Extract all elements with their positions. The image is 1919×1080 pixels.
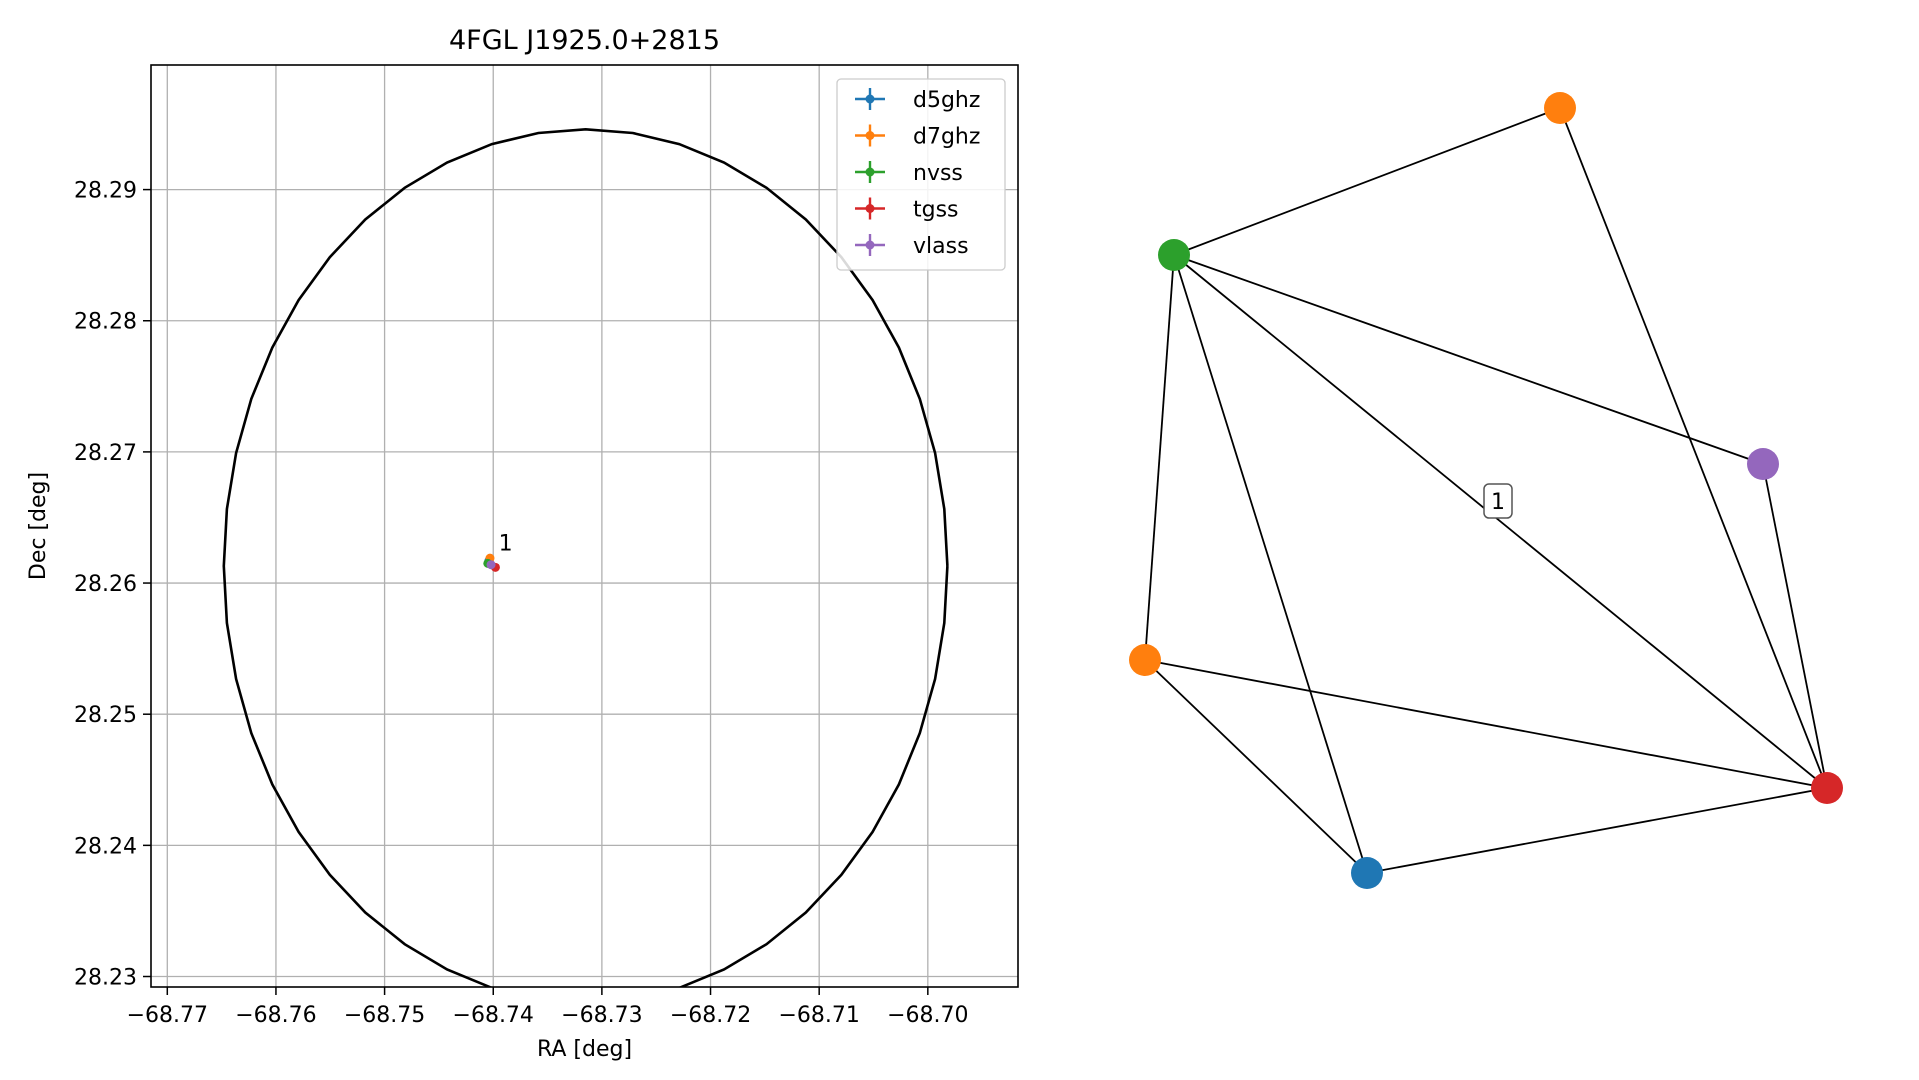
point-vlass — [486, 560, 496, 570]
legend-label: vlass — [913, 234, 969, 259]
graph-nodes — [1129, 92, 1843, 889]
y-ticks: 28.23 28.24 28.25 28.26 28.27 28.28 28.29 — [74, 179, 151, 991]
x-tick-label: −68.77 — [127, 1003, 208, 1028]
x-axis-label: RA [deg] — [537, 1037, 632, 1062]
legend-entry-vlass: vlass — [855, 234, 969, 259]
graph-edges — [1144, 107, 1828, 874]
edge-purple-red — [1762, 463, 1828, 789]
edge-green-orange-left — [1144, 254, 1175, 661]
legend-label: tgss — [913, 198, 959, 223]
legend-label: d7ghz — [913, 125, 980, 150]
edge-green-orange-top — [1173, 107, 1561, 256]
y-tick-label: 28.23 — [74, 966, 137, 991]
x-tick-label: −68.75 — [344, 1003, 425, 1028]
legend-label: nvss — [913, 161, 963, 186]
edge-orange-top-red — [1559, 107, 1828, 789]
edge-green-red — [1173, 254, 1828, 789]
x-tick-label: −68.72 — [670, 1003, 751, 1028]
graph-label: 1 — [1491, 490, 1505, 515]
x-tick-label: −68.76 — [235, 1003, 316, 1028]
legend-entry-tgss: tgss — [855, 197, 959, 223]
y-tick-label: 28.28 — [74, 310, 137, 335]
edge-green-purple — [1173, 254, 1764, 465]
x-tick-label: −68.74 — [453, 1003, 534, 1028]
x-tick-label: −68.71 — [778, 1003, 859, 1028]
x-tick-label: −68.73 — [561, 1003, 642, 1028]
source-points — [483, 553, 500, 572]
y-tick-label: 28.25 — [74, 703, 137, 728]
plot-frame — [150, 64, 1019, 988]
association-circle-outline — [222, 127, 949, 987]
x-tick-label: −68.70 — [887, 1003, 968, 1028]
y-axis-label: Dec [deg] — [26, 472, 51, 580]
legend-label: d5ghz — [913, 88, 980, 113]
edge-orange-left-blue — [1144, 659, 1368, 874]
node-blue — [1351, 857, 1383, 889]
legend-entry-d7ghz: d7ghz — [855, 124, 980, 150]
edge-green-blue — [1173, 254, 1368, 874]
y-tick-label: 28.27 — [74, 441, 137, 466]
node-red — [1811, 772, 1843, 804]
edge-blue-red — [1366, 787, 1828, 874]
node-purple — [1747, 448, 1779, 480]
network-graph: 1 — [1129, 92, 1843, 889]
y-tick-label: 28.26 — [74, 572, 137, 597]
node-orange-top — [1544, 92, 1576, 124]
scatter-plot: 1 −68.77 −68.76 −68.75 −68.74 −68.73 −68.72 −6… — [26, 25, 1019, 1062]
legend-entry-nvss: nvss — [855, 161, 963, 186]
legend-box — [836, 78, 1006, 271]
legend: d5ghz d7ghz nvss tgss vlass — [836, 78, 1006, 271]
graph-label-box — [1483, 483, 1513, 519]
x-ticks: −68.77 −68.76 −68.75 −68.74 −68.73 −68.72 −68.… — [127, 987, 969, 1028]
node-green — [1158, 239, 1190, 271]
legend-entry-d5ghz: d5ghz — [855, 88, 980, 113]
y-tick-label: 28.24 — [74, 834, 137, 859]
chart-title: 4FGL J1925.0+2815 — [449, 25, 720, 56]
y-tick-label: 28.29 — [74, 179, 137, 204]
edge-orange-left-red — [1144, 659, 1828, 789]
association-circle — [222, 127, 949, 987]
node-orange-left — [1129, 644, 1161, 676]
point-annotation: 1 — [499, 531, 513, 556]
